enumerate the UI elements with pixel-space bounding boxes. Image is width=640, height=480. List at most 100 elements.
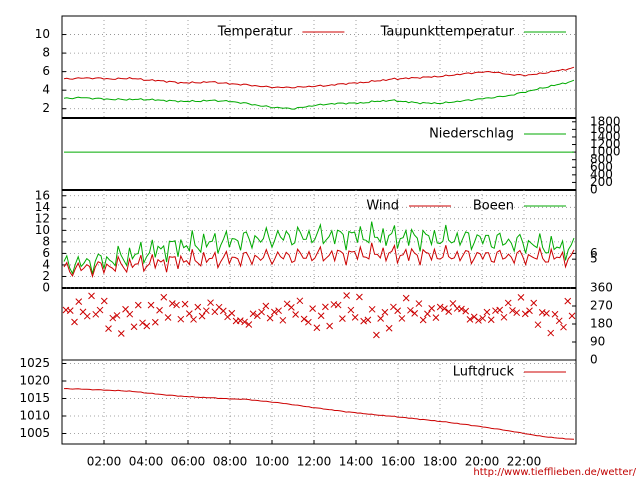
wind-direction-point: [504, 299, 512, 307]
panel-frame-4: [61, 359, 577, 445]
y-tick-label: 2: [42, 101, 50, 115]
wind-direction-point: [551, 310, 559, 318]
wind-direction-point: [356, 293, 363, 301]
wind-direction-point: [317, 312, 325, 320]
x-tick-label: 14:00: [339, 455, 374, 469]
wind-direction-point: [428, 304, 436, 312]
y-tick-label-right: 1600: [590, 122, 621, 136]
wind-direction-point: [275, 307, 282, 315]
wind-direction-point: [364, 316, 372, 324]
y-tick-label: 2: [42, 269, 50, 283]
y-tick-label-right: 1200: [590, 137, 621, 151]
wind-direction-point: [411, 310, 419, 317]
wind-direction-point: [160, 293, 168, 301]
panel-frame-3: [61, 287, 577, 361]
x-tick-label: 20:00: [465, 455, 500, 469]
wind-direction-point: [322, 303, 329, 311]
wind-direction-point: [564, 297, 572, 305]
y-tick-label: 6: [42, 64, 50, 78]
y-tick-label-right: 800: [590, 152, 613, 166]
y-tick-label-right: 6: [590, 246, 598, 260]
y-tick-label-right: 1800: [590, 114, 621, 128]
wind-direction-point: [117, 330, 125, 337]
y-tick-label-right: 180: [590, 317, 613, 331]
wind-direction-point: [377, 315, 385, 322]
wind-direction-point: [475, 317, 482, 324]
wind-direction-point: [228, 309, 236, 317]
wind-direction-point: [126, 310, 134, 318]
wind-direction-point: [543, 309, 550, 317]
wind-direction-point: [513, 309, 521, 317]
wind-direction-point: [71, 318, 78, 326]
wind-direction-point: [202, 307, 210, 315]
wind-direction-point: [419, 316, 427, 324]
wind-direction-point: [313, 324, 321, 332]
wind-direction-point: [339, 315, 346, 322]
wind-direction-point: [343, 292, 350, 299]
wind-direction-point: [445, 308, 453, 315]
wind-direction-point: [394, 307, 402, 315]
x-tick-label: 04:00: [129, 455, 164, 469]
wind-direction-point: [164, 314, 172, 321]
wind-direction-point: [530, 299, 538, 307]
wind-direction-point: [296, 297, 304, 305]
wind-direction-point: [66, 307, 74, 314]
y-tick-label-right: 600: [590, 160, 613, 174]
wind-direction-point: [496, 306, 504, 314]
wind-direction-point: [368, 305, 376, 313]
y-tick-label: 16: [35, 188, 50, 202]
wind-direction-point: [266, 314, 274, 322]
wind-direction-point: [500, 313, 508, 321]
wind-direction-point: [88, 292, 95, 300]
y-tick-label: 1025: [19, 356, 50, 370]
wind-direction-point: [326, 322, 333, 330]
y-tick-label: 8: [42, 46, 50, 60]
wind-direction-point: [190, 316, 197, 323]
wind-direction-point: [288, 304, 295, 311]
wind-direction-point: [198, 312, 206, 320]
wind-direction-point: [526, 307, 533, 315]
wind-direction-point: [181, 300, 189, 308]
wind-direction-point: [521, 310, 529, 318]
wind-direction-point: [292, 311, 299, 318]
wind-direction-point: [262, 302, 270, 310]
wind-direction-point: [105, 325, 112, 332]
y-tick-label-right: 1000: [590, 145, 621, 159]
wind-direction-point: [458, 305, 465, 313]
wind-direction-point: [219, 307, 227, 315]
wind-direction-point: [177, 315, 185, 323]
y-tick-label: 10: [35, 27, 50, 41]
wind-direction-point: [415, 300, 423, 307]
wind-direction-point: [517, 294, 525, 301]
y-tick-label-right: 0: [590, 353, 598, 367]
wind-direction-point: [113, 312, 121, 319]
wind-direction-point: [483, 308, 491, 316]
wind-direction-point: [402, 294, 410, 302]
y-tick-label-right: 0: [590, 183, 598, 197]
wind-direction-point: [360, 317, 368, 325]
wind-direction-point: [351, 314, 359, 321]
source-url: http://www.tiefflieben.de/wetter/: [473, 467, 636, 478]
legend-label: Temperatur: [217, 25, 293, 40]
wind-direction-point: [432, 314, 440, 321]
x-tick-label: 22:00: [507, 455, 542, 469]
gust-line: [63, 221, 575, 275]
wind-direction-point: [381, 308, 389, 316]
wind-direction-point: [462, 307, 470, 315]
wind-direction-point: [555, 317, 563, 325]
wind-direction-point: [156, 306, 163, 314]
x-tick-label: 18:00: [423, 455, 458, 469]
wind-direction-point: [241, 318, 248, 326]
wind-direction-point: [436, 303, 444, 311]
legend-label: Luftdruck: [453, 365, 515, 380]
y-tick-label: 10: [35, 223, 50, 237]
wind-direction-point: [487, 316, 495, 324]
wind-direction-point: [398, 315, 406, 322]
wind-direction-point: [100, 297, 108, 305]
x-tick-label: 16:00: [381, 455, 416, 469]
y-tick-label: 4: [42, 257, 50, 271]
wind-direction-point: [109, 314, 117, 322]
wind-direction-point: [139, 319, 146, 327]
y-tick-label-right: 5: [590, 252, 598, 266]
y-tick-label-right: 400: [590, 167, 613, 181]
